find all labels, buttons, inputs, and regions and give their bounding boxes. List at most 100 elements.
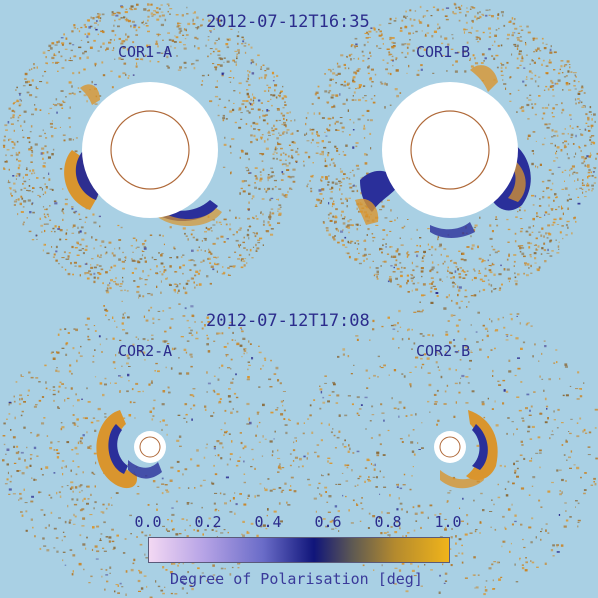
speckle-dot (111, 504, 113, 506)
speckle-dot (480, 62, 484, 64)
speckle-dot (150, 293, 153, 296)
speckle-dot (44, 526, 47, 529)
speckle-dot (173, 41, 177, 43)
speckle-dot (61, 107, 64, 109)
speckle-dot (126, 48, 130, 51)
speckle-dot (211, 482, 215, 485)
speckle-dot (29, 454, 33, 456)
speckle-dot (189, 584, 193, 587)
speckle-dot (34, 143, 38, 146)
speckle-dot (392, 271, 396, 273)
speckle-dot (65, 258, 69, 260)
speckle-dot (169, 13, 171, 15)
speckle-dot (335, 483, 338, 485)
speckle-dot (21, 472, 25, 475)
speckle-dot (482, 14, 485, 16)
speckle-dot (36, 66, 38, 69)
speckle-dot (139, 571, 143, 574)
speckle-dot (136, 62, 138, 65)
speckle-dot (316, 131, 318, 134)
speckle-dot (178, 303, 181, 305)
speckle-dot (559, 68, 561, 71)
speckle-dot (310, 187, 313, 190)
speckle-dot (129, 514, 132, 517)
speckle-dot (539, 163, 542, 166)
speckle-dot (261, 134, 264, 136)
speckle-dot (105, 536, 109, 538)
speckle-dot (556, 427, 559, 429)
speckle-dot (562, 142, 564, 144)
speckle-dot (438, 26, 441, 29)
speckle-dot (523, 457, 526, 460)
speckle-dot (531, 425, 535, 428)
speckle-dot (345, 495, 347, 498)
speckle-dot (413, 342, 416, 345)
speckle-dot (241, 180, 245, 183)
speckle-dot (565, 234, 568, 236)
speckle-dot (340, 83, 343, 86)
speckle-dot (286, 169, 290, 171)
speckle-dot (370, 98, 373, 100)
speckle-dot (210, 252, 213, 255)
speckle-dot (565, 510, 567, 512)
speckle-dot (398, 347, 400, 349)
speckle-dot (43, 213, 46, 216)
speckle-dot (277, 471, 280, 473)
speckle-dot (183, 286, 185, 290)
speckle-dot (519, 322, 521, 325)
speckle-dot (313, 497, 317, 500)
speckle-dot (128, 366, 131, 367)
speckle-dot (538, 76, 541, 78)
speckle-dot (458, 19, 461, 22)
speckle-dot (90, 266, 94, 269)
speckle-dot (538, 95, 541, 97)
speckle-dot (223, 143, 227, 146)
speckle-dot (51, 153, 54, 156)
speckle-dot (399, 237, 401, 239)
speckle-dot (76, 418, 79, 421)
speckle-dot (506, 335, 509, 337)
speckle-dot (206, 343, 209, 346)
speckle-dot (17, 213, 19, 216)
speckle-dot (399, 271, 403, 273)
speckle-dot (589, 152, 591, 154)
speckle-dot (461, 270, 465, 272)
speckle-dot (407, 532, 410, 534)
speckle-dot (495, 216, 497, 219)
speckle-dot (267, 176, 271, 179)
speckle-dot (519, 107, 522, 110)
speckle-dot (252, 121, 256, 125)
speckle-dot (564, 140, 568, 143)
speckle-dot (479, 216, 481, 219)
speckle-dot (446, 500, 449, 502)
speckle-dot (13, 204, 16, 206)
speckle-dot (383, 486, 387, 488)
speckle-dot (45, 62, 48, 64)
speckle-dot (252, 217, 255, 220)
speckle-dot (586, 182, 589, 184)
speckle-dot (494, 40, 496, 43)
speckle-dot (543, 340, 546, 342)
speckle-dot (165, 489, 168, 491)
speckle-dot (219, 492, 222, 495)
speckle-dot (41, 152, 45, 155)
speckle-dot (382, 238, 385, 240)
speckle-dot (150, 12, 154, 15)
speckle-dot (480, 492, 483, 495)
speckle-dot (86, 502, 89, 505)
colorbar-tick: 0.0 (134, 513, 162, 531)
speckle-dot (305, 122, 307, 126)
speckle-dot (255, 215, 257, 218)
speckle-dot (575, 102, 577, 105)
speckle-dot (239, 456, 241, 458)
speckle-dot (593, 481, 595, 483)
speckle-dot (162, 39, 164, 41)
speckle-dot (397, 330, 399, 333)
speckle-dot (464, 337, 467, 341)
speckle-dot (482, 258, 484, 261)
speckle-dot (186, 6, 188, 9)
speckle-dot (196, 517, 199, 520)
speckle-dot (556, 545, 558, 548)
speckle-dot (72, 460, 75, 462)
speckle-dot (157, 35, 159, 37)
